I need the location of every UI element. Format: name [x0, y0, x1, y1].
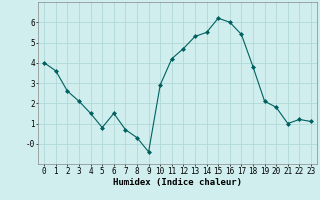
- X-axis label: Humidex (Indice chaleur): Humidex (Indice chaleur): [113, 178, 242, 187]
